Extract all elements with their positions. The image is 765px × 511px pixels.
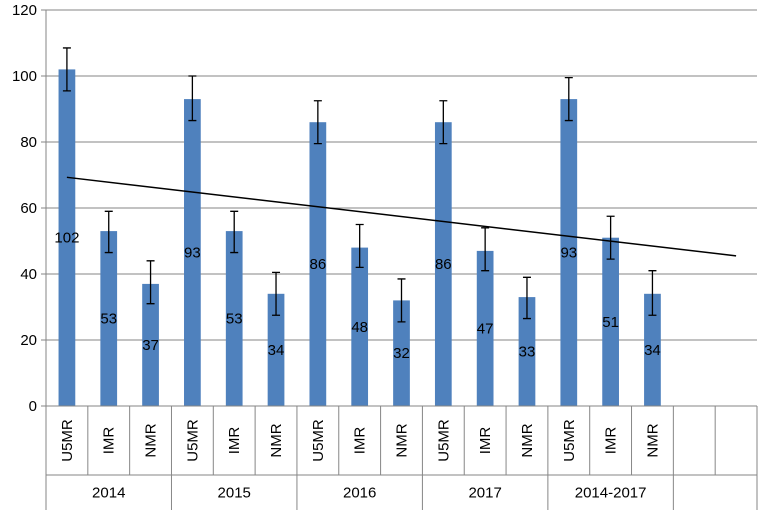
x-group-label: 2016 bbox=[343, 485, 376, 502]
data-label: 86 bbox=[435, 256, 452, 273]
bar-nmr bbox=[518, 297, 536, 406]
y-tick-label: 40 bbox=[20, 266, 37, 283]
y-tick-label: 120 bbox=[12, 2, 37, 19]
bars bbox=[58, 69, 661, 407]
error-bar bbox=[146, 260, 155, 305]
x-category-label: U5MR bbox=[184, 419, 201, 462]
data-label: 47 bbox=[477, 320, 494, 337]
bar-nmr bbox=[142, 283, 159, 406]
error-bar bbox=[104, 210, 113, 254]
x-category-label: NMR bbox=[394, 423, 411, 457]
y-tick-label: 100 bbox=[12, 68, 37, 85]
error-bar bbox=[313, 100, 322, 145]
x-category-label: IMR bbox=[477, 427, 494, 455]
x-category-label: U5MR bbox=[435, 419, 452, 462]
data-label: 48 bbox=[351, 319, 368, 336]
error-bar bbox=[606, 215, 615, 260]
x-category-label: IMR bbox=[603, 427, 620, 455]
x-category-label: NMR bbox=[143, 423, 160, 457]
x-category-label: NMR bbox=[519, 423, 536, 457]
data-label: 34 bbox=[644, 342, 661, 359]
data-label: 53 bbox=[226, 311, 243, 328]
data-label: 93 bbox=[560, 245, 577, 262]
bar-imr bbox=[351, 247, 369, 406]
x-category-label: IMR bbox=[101, 427, 118, 455]
error-bar bbox=[522, 276, 531, 320]
data-label: 37 bbox=[142, 337, 159, 354]
data-label: 93 bbox=[184, 245, 201, 262]
x-group-label: 2014 bbox=[92, 485, 125, 502]
data-label: 34 bbox=[268, 342, 285, 359]
data-label: 51 bbox=[602, 314, 619, 331]
y-tick-label: 60 bbox=[20, 200, 37, 217]
x-category-label: NMR bbox=[268, 423, 285, 457]
x-category-label: NMR bbox=[644, 423, 661, 457]
error-bar bbox=[648, 270, 657, 316]
error-bar bbox=[481, 227, 490, 272]
trendline-group bbox=[66, 176, 737, 257]
y-tick-label: 20 bbox=[20, 332, 37, 349]
error-bar bbox=[397, 278, 406, 323]
error-bar bbox=[272, 271, 281, 316]
x-category-label: U5MR bbox=[561, 419, 578, 462]
bar-nmr bbox=[393, 300, 410, 406]
error-bar bbox=[230, 210, 239, 254]
data-label: 53 bbox=[100, 311, 117, 328]
error-bar bbox=[564, 77, 573, 122]
bar-u5mr bbox=[560, 99, 578, 406]
data-label: 102 bbox=[54, 230, 79, 247]
error-bar bbox=[188, 75, 197, 122]
y-axis: 0 20 40 60 80 100 120 bbox=[12, 2, 47, 415]
bar-nmr bbox=[644, 293, 661, 406]
bar-imr bbox=[225, 231, 243, 406]
data-label: 86 bbox=[310, 256, 327, 273]
data-label: 33 bbox=[519, 344, 536, 361]
data-labels: 102 53 37 93 53 34 86 48 32 86 47 33 93 51 34 bbox=[54, 230, 660, 363]
error-bars bbox=[62, 47, 657, 323]
bar-u5mr bbox=[309, 122, 327, 406]
error-bar bbox=[439, 100, 448, 145]
bar-u5mr bbox=[184, 99, 201, 406]
gridlines bbox=[46, 9, 757, 407]
error-bar bbox=[355, 223, 364, 269]
bar-imr bbox=[476, 250, 494, 406]
x-group-label: 2014-2017 bbox=[575, 485, 647, 502]
y-tick-label: 0 bbox=[29, 398, 37, 415]
x-category-label: U5MR bbox=[59, 419, 76, 462]
data-label: 32 bbox=[393, 345, 410, 362]
x-group-label: 2017 bbox=[468, 485, 501, 502]
x-group-label: 2015 bbox=[218, 485, 251, 502]
x-axis: U5MR IMR NMR U5MR IMR NMR U5MR IMR NMR U5MR IMR NMR… bbox=[45, 405, 758, 510]
bar-u5mr bbox=[58, 69, 76, 407]
bar-u5mr bbox=[434, 122, 452, 406]
x-category-label: U5MR bbox=[310, 419, 327, 462]
bar-nmr bbox=[267, 293, 285, 406]
x-category-label: IMR bbox=[226, 427, 243, 455]
bar-imr bbox=[602, 237, 619, 406]
bar-imr bbox=[100, 231, 118, 406]
trendline bbox=[66, 176, 737, 257]
x-category-label: IMR bbox=[352, 427, 369, 455]
error-bar bbox=[62, 47, 71, 92]
y-tick-label: 80 bbox=[20, 134, 37, 151]
